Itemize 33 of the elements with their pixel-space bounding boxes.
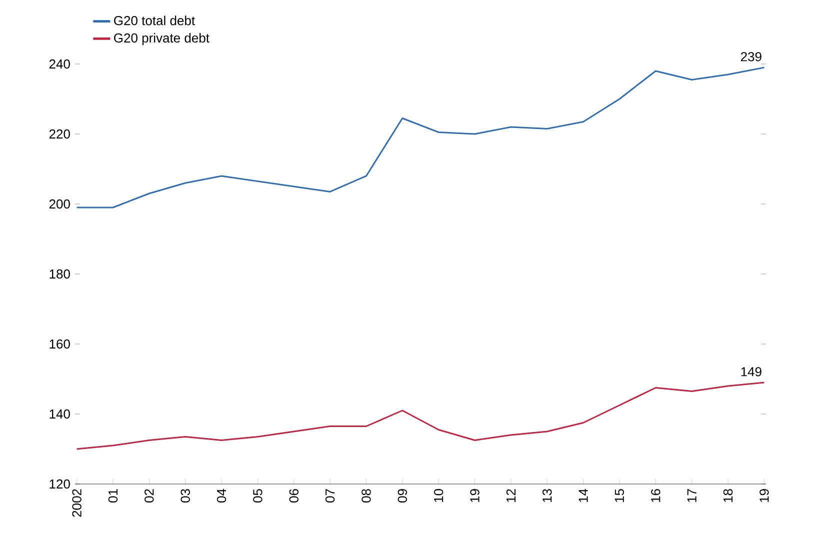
x-tick-label: 19	[760, 489, 769, 502]
y-tick-label: 120	[50, 479, 70, 489]
x-tick-label: 18	[723, 489, 733, 502]
x-tick-label: 12	[506, 489, 516, 502]
y-tick-label: 160	[50, 339, 70, 349]
legend-label: G20 total debt	[114, 16, 195, 26]
x-tick-label: 16	[651, 489, 660, 502]
y-tick-label: 220	[49, 129, 70, 139]
x-tick-label: 14	[578, 488, 588, 502]
x-tick-label: 04	[216, 488, 226, 502]
x-tick-label: 08	[362, 489, 371, 502]
text: 239	[740, 52, 762, 62]
legend-label: G20 private debt	[114, 33, 210, 46]
y-tick-label: 240	[49, 59, 70, 69]
x-tick-label: 2002	[72, 489, 82, 517]
x-tick-label: 03	[180, 489, 190, 502]
line-series	[76, 382, 765, 450]
y-tick-label: 140	[50, 409, 70, 419]
x-tick-label: 19	[470, 489, 480, 502]
y-tick-label: 200	[49, 199, 70, 209]
x-tick-label: 09	[398, 489, 408, 502]
line-series	[76, 66, 765, 208]
annotation: 149	[741, 367, 762, 376]
x-tick-label: 07	[325, 489, 335, 502]
x-tick-label: 10	[434, 489, 444, 502]
x-tick-label: 15	[614, 489, 624, 502]
x-tick-label: 05	[253, 489, 262, 502]
x-tick-label: 01	[108, 489, 118, 502]
x-tick-label: 02	[144, 489, 154, 502]
y-tick-label: 180	[50, 269, 70, 279]
x-tick-label: 06	[289, 489, 298, 502]
x-tick-label: 13	[542, 489, 552, 502]
x-tick-label: 17	[687, 489, 696, 502]
